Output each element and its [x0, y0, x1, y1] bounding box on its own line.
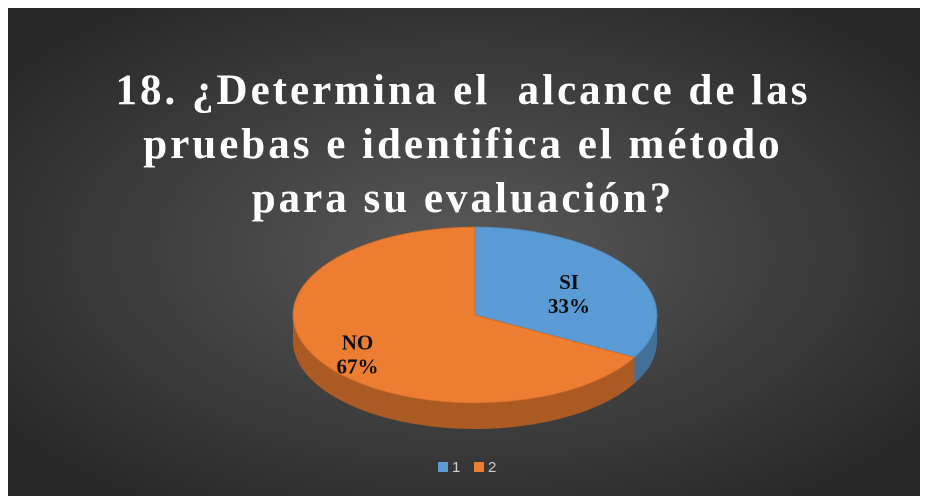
pie-slice	[292, 226, 636, 404]
data-label-value: 67%	[337, 354, 379, 378]
slice-side	[293, 315, 635, 430]
legend-swatch	[438, 462, 448, 472]
legend-swatch	[474, 462, 484, 472]
legend-label: 1	[452, 459, 460, 476]
chart-title: 18. ¿Determina el alcance de las pruebas…	[115, 67, 825, 222]
data-label-name: NO	[342, 330, 374, 354]
data-label-name: SI	[559, 270, 579, 294]
slice-side	[634, 315, 657, 384]
pie-slice	[474, 226, 658, 358]
data-label-value: 33%	[548, 294, 590, 318]
legend-label: 2	[488, 459, 496, 476]
